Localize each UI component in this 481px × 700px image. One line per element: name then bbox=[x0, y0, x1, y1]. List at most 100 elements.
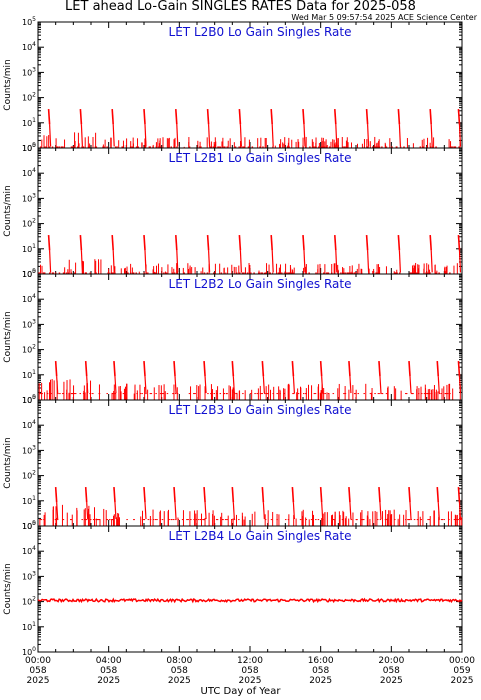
data-point bbox=[344, 393, 347, 395]
spike bbox=[349, 376, 352, 394]
data-point bbox=[435, 146, 437, 148]
y-axis-label: Counts/min bbox=[3, 311, 13, 362]
data-point bbox=[428, 393, 430, 395]
data-point bbox=[161, 519, 164, 521]
data-point bbox=[199, 146, 201, 148]
data-point bbox=[367, 146, 369, 148]
data-point bbox=[224, 146, 226, 148]
data-point bbox=[331, 272, 333, 274]
y-tick-label: 102 bbox=[22, 470, 36, 481]
spike bbox=[232, 502, 235, 520]
data-point bbox=[281, 272, 283, 274]
data-point bbox=[315, 272, 317, 274]
spike bbox=[302, 235, 305, 251]
data-point bbox=[94, 146, 97, 148]
data-point bbox=[127, 272, 129, 274]
y-tick-label: 103 bbox=[22, 192, 36, 203]
data-point bbox=[260, 393, 262, 395]
data-point bbox=[168, 519, 170, 521]
data-point bbox=[216, 519, 219, 521]
spike bbox=[271, 124, 274, 147]
data-point bbox=[62, 519, 65, 521]
data-point bbox=[279, 393, 281, 395]
x-tick-label: 2025 bbox=[239, 676, 262, 686]
data-point bbox=[57, 146, 59, 148]
data-point bbox=[58, 272, 61, 274]
spike bbox=[144, 376, 147, 394]
data-point bbox=[108, 272, 110, 274]
data-point bbox=[158, 146, 160, 148]
data-point bbox=[379, 393, 381, 395]
spike bbox=[398, 250, 401, 273]
y-tick-label: 103 bbox=[22, 570, 36, 581]
data-point bbox=[233, 519, 236, 521]
data-point bbox=[69, 519, 72, 521]
data-point bbox=[328, 146, 331, 148]
data-point bbox=[165, 272, 168, 274]
data-point bbox=[297, 393, 300, 395]
spike bbox=[262, 502, 265, 520]
data-point bbox=[327, 272, 329, 274]
y-tick-label: 104 bbox=[22, 41, 36, 52]
data-point bbox=[350, 519, 353, 521]
data-point bbox=[148, 146, 151, 148]
data-point bbox=[360, 519, 363, 521]
data-point bbox=[193, 519, 195, 521]
y-tick-label: 104 bbox=[22, 293, 36, 304]
data-point bbox=[326, 272, 329, 274]
panel-2: 100 101 102 103 104 105 LET L2B2 Lo Gain Singl… bbox=[3, 268, 463, 405]
spike bbox=[302, 109, 305, 125]
data-point bbox=[129, 146, 132, 148]
data-point bbox=[355, 519, 358, 521]
data-point bbox=[70, 393, 73, 395]
data-point bbox=[348, 272, 350, 274]
data-point bbox=[114, 272, 116, 274]
x-tick-label: 12:00 bbox=[237, 656, 263, 666]
data-point bbox=[209, 146, 211, 148]
spike bbox=[143, 235, 146, 251]
data-point bbox=[225, 393, 228, 395]
data-point bbox=[322, 146, 325, 148]
spike bbox=[397, 235, 401, 251]
y-tick-label: 104 bbox=[22, 167, 36, 178]
spike bbox=[79, 109, 83, 125]
plot-frame bbox=[37, 399, 463, 527]
data-point bbox=[59, 393, 61, 395]
data-point bbox=[309, 146, 311, 148]
data-point bbox=[333, 146, 336, 148]
data-point bbox=[381, 146, 383, 148]
panel-title: LET L2B3 Lo Gain Singles Rate bbox=[169, 403, 352, 417]
data-point bbox=[95, 272, 97, 274]
data-point bbox=[444, 393, 447, 395]
data-point bbox=[438, 519, 440, 521]
data-point bbox=[264, 272, 267, 274]
data-point bbox=[152, 146, 154, 148]
data-point bbox=[305, 519, 308, 521]
data-point bbox=[268, 272, 271, 274]
data-point bbox=[408, 519, 411, 521]
data-point bbox=[363, 519, 365, 521]
spike bbox=[49, 250, 52, 273]
data-point bbox=[82, 393, 85, 395]
spike bbox=[408, 361, 411, 377]
x-axis-label: UTC Day of Year bbox=[200, 686, 281, 697]
spike bbox=[397, 109, 401, 125]
data-point bbox=[54, 519, 57, 521]
panel-3: 100 101 102 103 104 105 LET L2B3 Lo Gain Singl… bbox=[3, 394, 463, 531]
data-point bbox=[73, 272, 76, 274]
data-point bbox=[377, 393, 380, 395]
data-point bbox=[418, 393, 420, 395]
y-tick-label: 103 bbox=[22, 444, 36, 455]
spike bbox=[437, 376, 440, 394]
data-point bbox=[396, 272, 398, 274]
data-point bbox=[285, 272, 288, 274]
panel-1: 100 101 102 103 104 105 LET L2B1 Lo Gain Singl… bbox=[3, 142, 463, 279]
y-tick-label: 101 bbox=[22, 117, 36, 128]
x-tick-label: 16:00 bbox=[308, 656, 334, 666]
data-point bbox=[85, 272, 87, 274]
data-point bbox=[207, 393, 209, 395]
y-tick-label: 101 bbox=[22, 621, 36, 632]
data-point bbox=[426, 393, 429, 395]
data-point bbox=[438, 272, 440, 274]
data-point bbox=[66, 393, 68, 395]
